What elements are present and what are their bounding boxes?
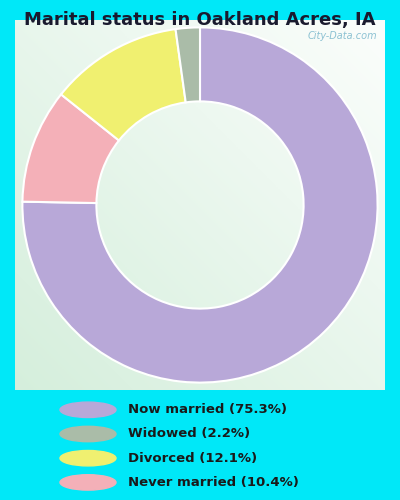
Text: Widowed (2.2%): Widowed (2.2%): [128, 428, 250, 440]
Wedge shape: [22, 28, 378, 382]
Text: Now married (75.3%): Now married (75.3%): [128, 404, 287, 416]
Text: Never married (10.4%): Never married (10.4%): [128, 476, 299, 489]
Circle shape: [60, 474, 116, 490]
Text: Divorced (12.1%): Divorced (12.1%): [128, 452, 257, 464]
Text: City-Data.com: City-Data.com: [308, 31, 378, 41]
Circle shape: [60, 402, 116, 417]
Text: Marital status in Oakland Acres, IA: Marital status in Oakland Acres, IA: [24, 11, 376, 29]
Wedge shape: [61, 29, 186, 140]
Circle shape: [60, 450, 116, 466]
Wedge shape: [22, 94, 119, 203]
Circle shape: [60, 426, 116, 442]
Wedge shape: [176, 28, 200, 102]
